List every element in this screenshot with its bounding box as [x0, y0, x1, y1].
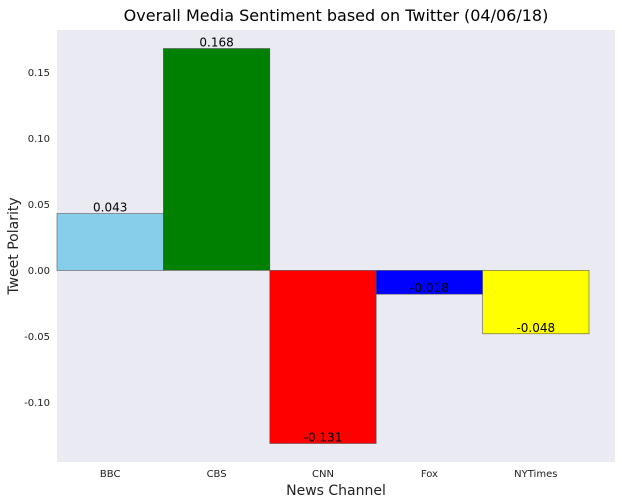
y-tick-label: 0.10	[28, 134, 50, 145]
y-tick-label: 0.15	[28, 68, 50, 79]
x-tick-label: NYTimes	[514, 469, 557, 480]
x-tick-label: BBC	[100, 469, 121, 480]
y-tick-label: 0.00	[28, 266, 50, 277]
bar-cnn	[269, 270, 377, 444]
bars-group	[56, 48, 590, 444]
data-label-cnn: -0.131	[304, 431, 343, 445]
y-ticks-group: -0.10 -0.05 0.00 0.05 0.10 0.15	[24, 68, 50, 409]
y-tick-label: -0.10	[24, 398, 50, 409]
data-label-nytimes: -0.048	[516, 321, 555, 335]
y-axis-label: Tweet Polarity	[6, 197, 22, 295]
bar-nytimes	[482, 270, 590, 335]
x-tick-label: Fox	[421, 469, 438, 480]
bar-labels-group: 0.043 0.168 -0.131 -0.018 -0.048	[93, 36, 555, 445]
bar-cbs	[163, 48, 271, 271]
y-tick-label: -0.05	[24, 332, 50, 343]
x-ticks-group: BBC CBS CNN Fox NYTimes	[100, 469, 558, 480]
chart-title: Overall Media Sentiment based on Twitter…	[124, 6, 549, 25]
data-label-bbc: 0.043	[93, 201, 127, 215]
x-tick-label: CBS	[207, 469, 227, 480]
x-tick-label: CNN	[312, 469, 334, 480]
data-label-fox: -0.018	[410, 281, 449, 295]
y-tick-label: 0.05	[28, 200, 50, 211]
bar-bbc	[56, 213, 164, 271]
data-label-cbs: 0.168	[199, 36, 233, 50]
x-axis-label: News Channel	[286, 483, 386, 499]
